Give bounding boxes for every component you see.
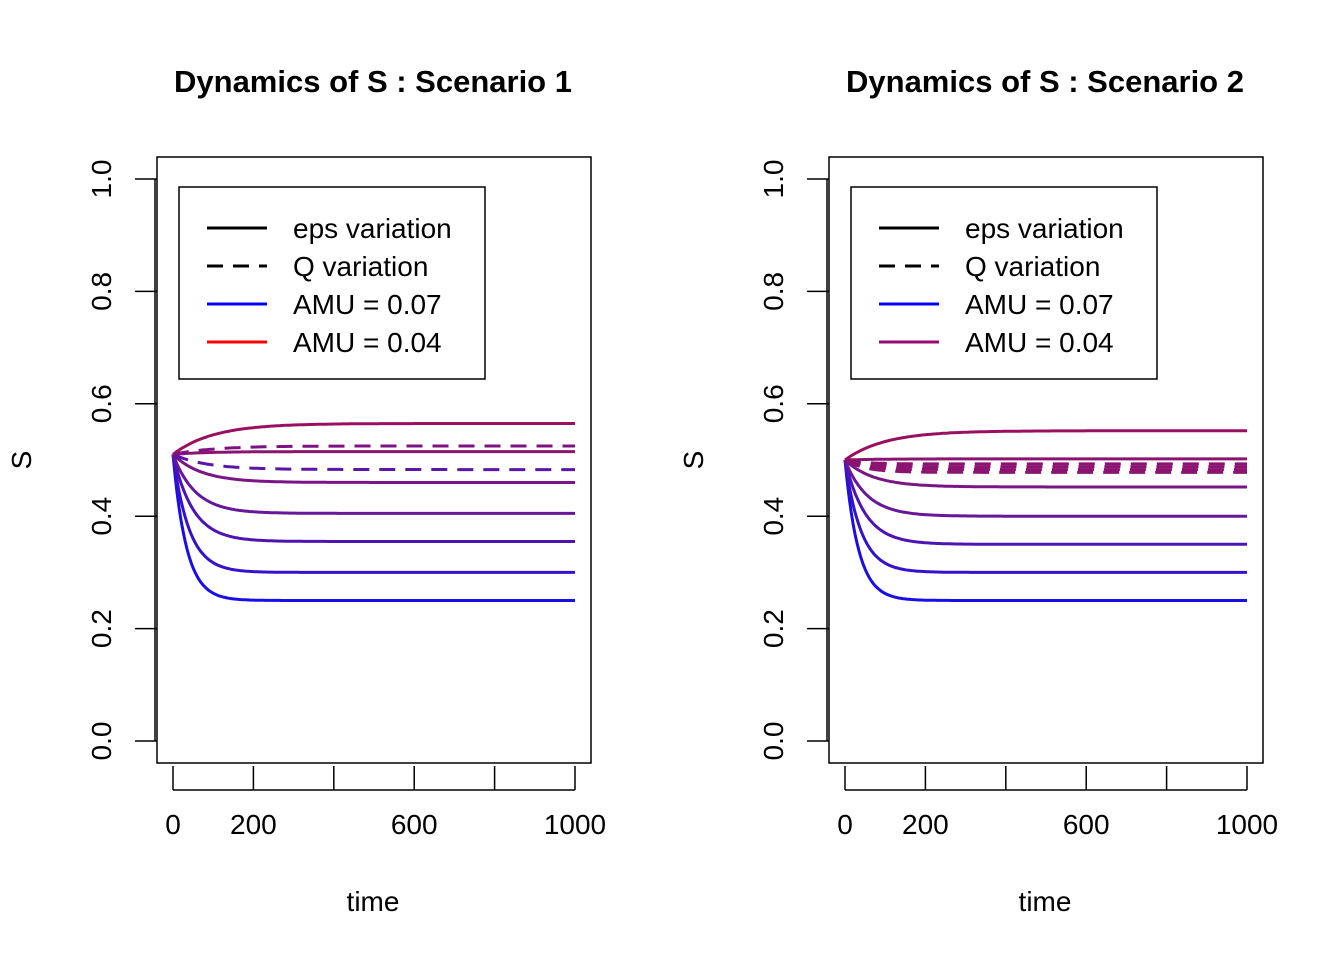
series-line-5 [172, 450, 575, 456]
y-tick-label: 0.2 [758, 609, 789, 648]
y-tick-label: 0.4 [86, 497, 117, 536]
series-line-1 [843, 459, 1247, 574]
y-tick-label: 0.0 [758, 722, 789, 761]
series-line-1 [171, 454, 575, 574]
x-tick-label: 200 [230, 809, 277, 840]
y-tick-label: 0.8 [86, 272, 117, 311]
y-tick-label: 0.6 [758, 384, 789, 423]
legend-box [178, 186, 486, 380]
series-line-4 [171, 453, 575, 484]
series-line-7 [172, 453, 575, 472]
series-line-2 [171, 454, 575, 543]
chart-panel-scenario-2: Dynamics of S : Scenario 2 0 200 600 1000 tim… [678, 64, 1278, 917]
x-axis-label: time [347, 886, 400, 917]
y-tick-label: 0.6 [86, 384, 117, 423]
legend-label: eps variation [293, 213, 452, 244]
x-tick-label: 1000 [544, 809, 606, 840]
series-line-0 [843, 459, 1247, 602]
legend-label: AMU = 0.07 [293, 289, 442, 320]
y-tick-label: 0.0 [86, 722, 117, 761]
series-line-0 [171, 454, 575, 602]
x-tick-label: 200 [902, 809, 949, 840]
series-line-4 [843, 458, 1247, 489]
series-line-2 [843, 459, 1247, 546]
series-line-6 [844, 429, 1247, 462]
chart-title: Dynamics of S : Scenario 2 [846, 64, 1244, 99]
series-line-3 [843, 459, 1247, 518]
plot-frame [156, 156, 592, 764]
series-line-5 [844, 457, 1247, 462]
chart-panel-scenario-1: Dynamics of S : Scenario 1 0 200 600 1000 tim… [6, 64, 606, 917]
legend-label: AMU = 0.04 [293, 327, 442, 358]
y-axis-label: S [678, 451, 709, 470]
plot-frame [828, 156, 1264, 764]
y-axis-label: S [6, 451, 37, 470]
x-tick-label: 1000 [1216, 809, 1278, 840]
y-tick-label: 1.0 [86, 160, 117, 199]
chart-title: Dynamics of S : Scenario 1 [174, 64, 572, 99]
series-line-10 [844, 458, 1247, 466]
y-tick-label: 1.0 [758, 160, 789, 199]
legend-label: eps variation [965, 213, 1124, 244]
series-line-6 [172, 422, 575, 456]
x-tick-label: 600 [391, 809, 438, 840]
y-tick-label: 0.2 [86, 609, 117, 648]
x-tick-label: 0 [837, 809, 853, 840]
legend-label: Q variation [293, 251, 428, 282]
y-tick-label: 0.8 [758, 272, 789, 311]
legend-label: AMU = 0.04 [965, 327, 1114, 358]
x-axis-label: time [1019, 886, 1072, 917]
x-tick-label: 0 [165, 809, 181, 840]
series-line-8 [172, 444, 575, 456]
series-line-3 [171, 453, 575, 515]
legend-label: AMU = 0.07 [965, 289, 1114, 320]
legend-label: Q variation [965, 251, 1100, 282]
series-line-9 [844, 458, 1247, 469]
y-tick-label: 0.4 [758, 497, 789, 536]
legend-box [850, 186, 1158, 380]
x-tick-label: 600 [1063, 809, 1110, 840]
